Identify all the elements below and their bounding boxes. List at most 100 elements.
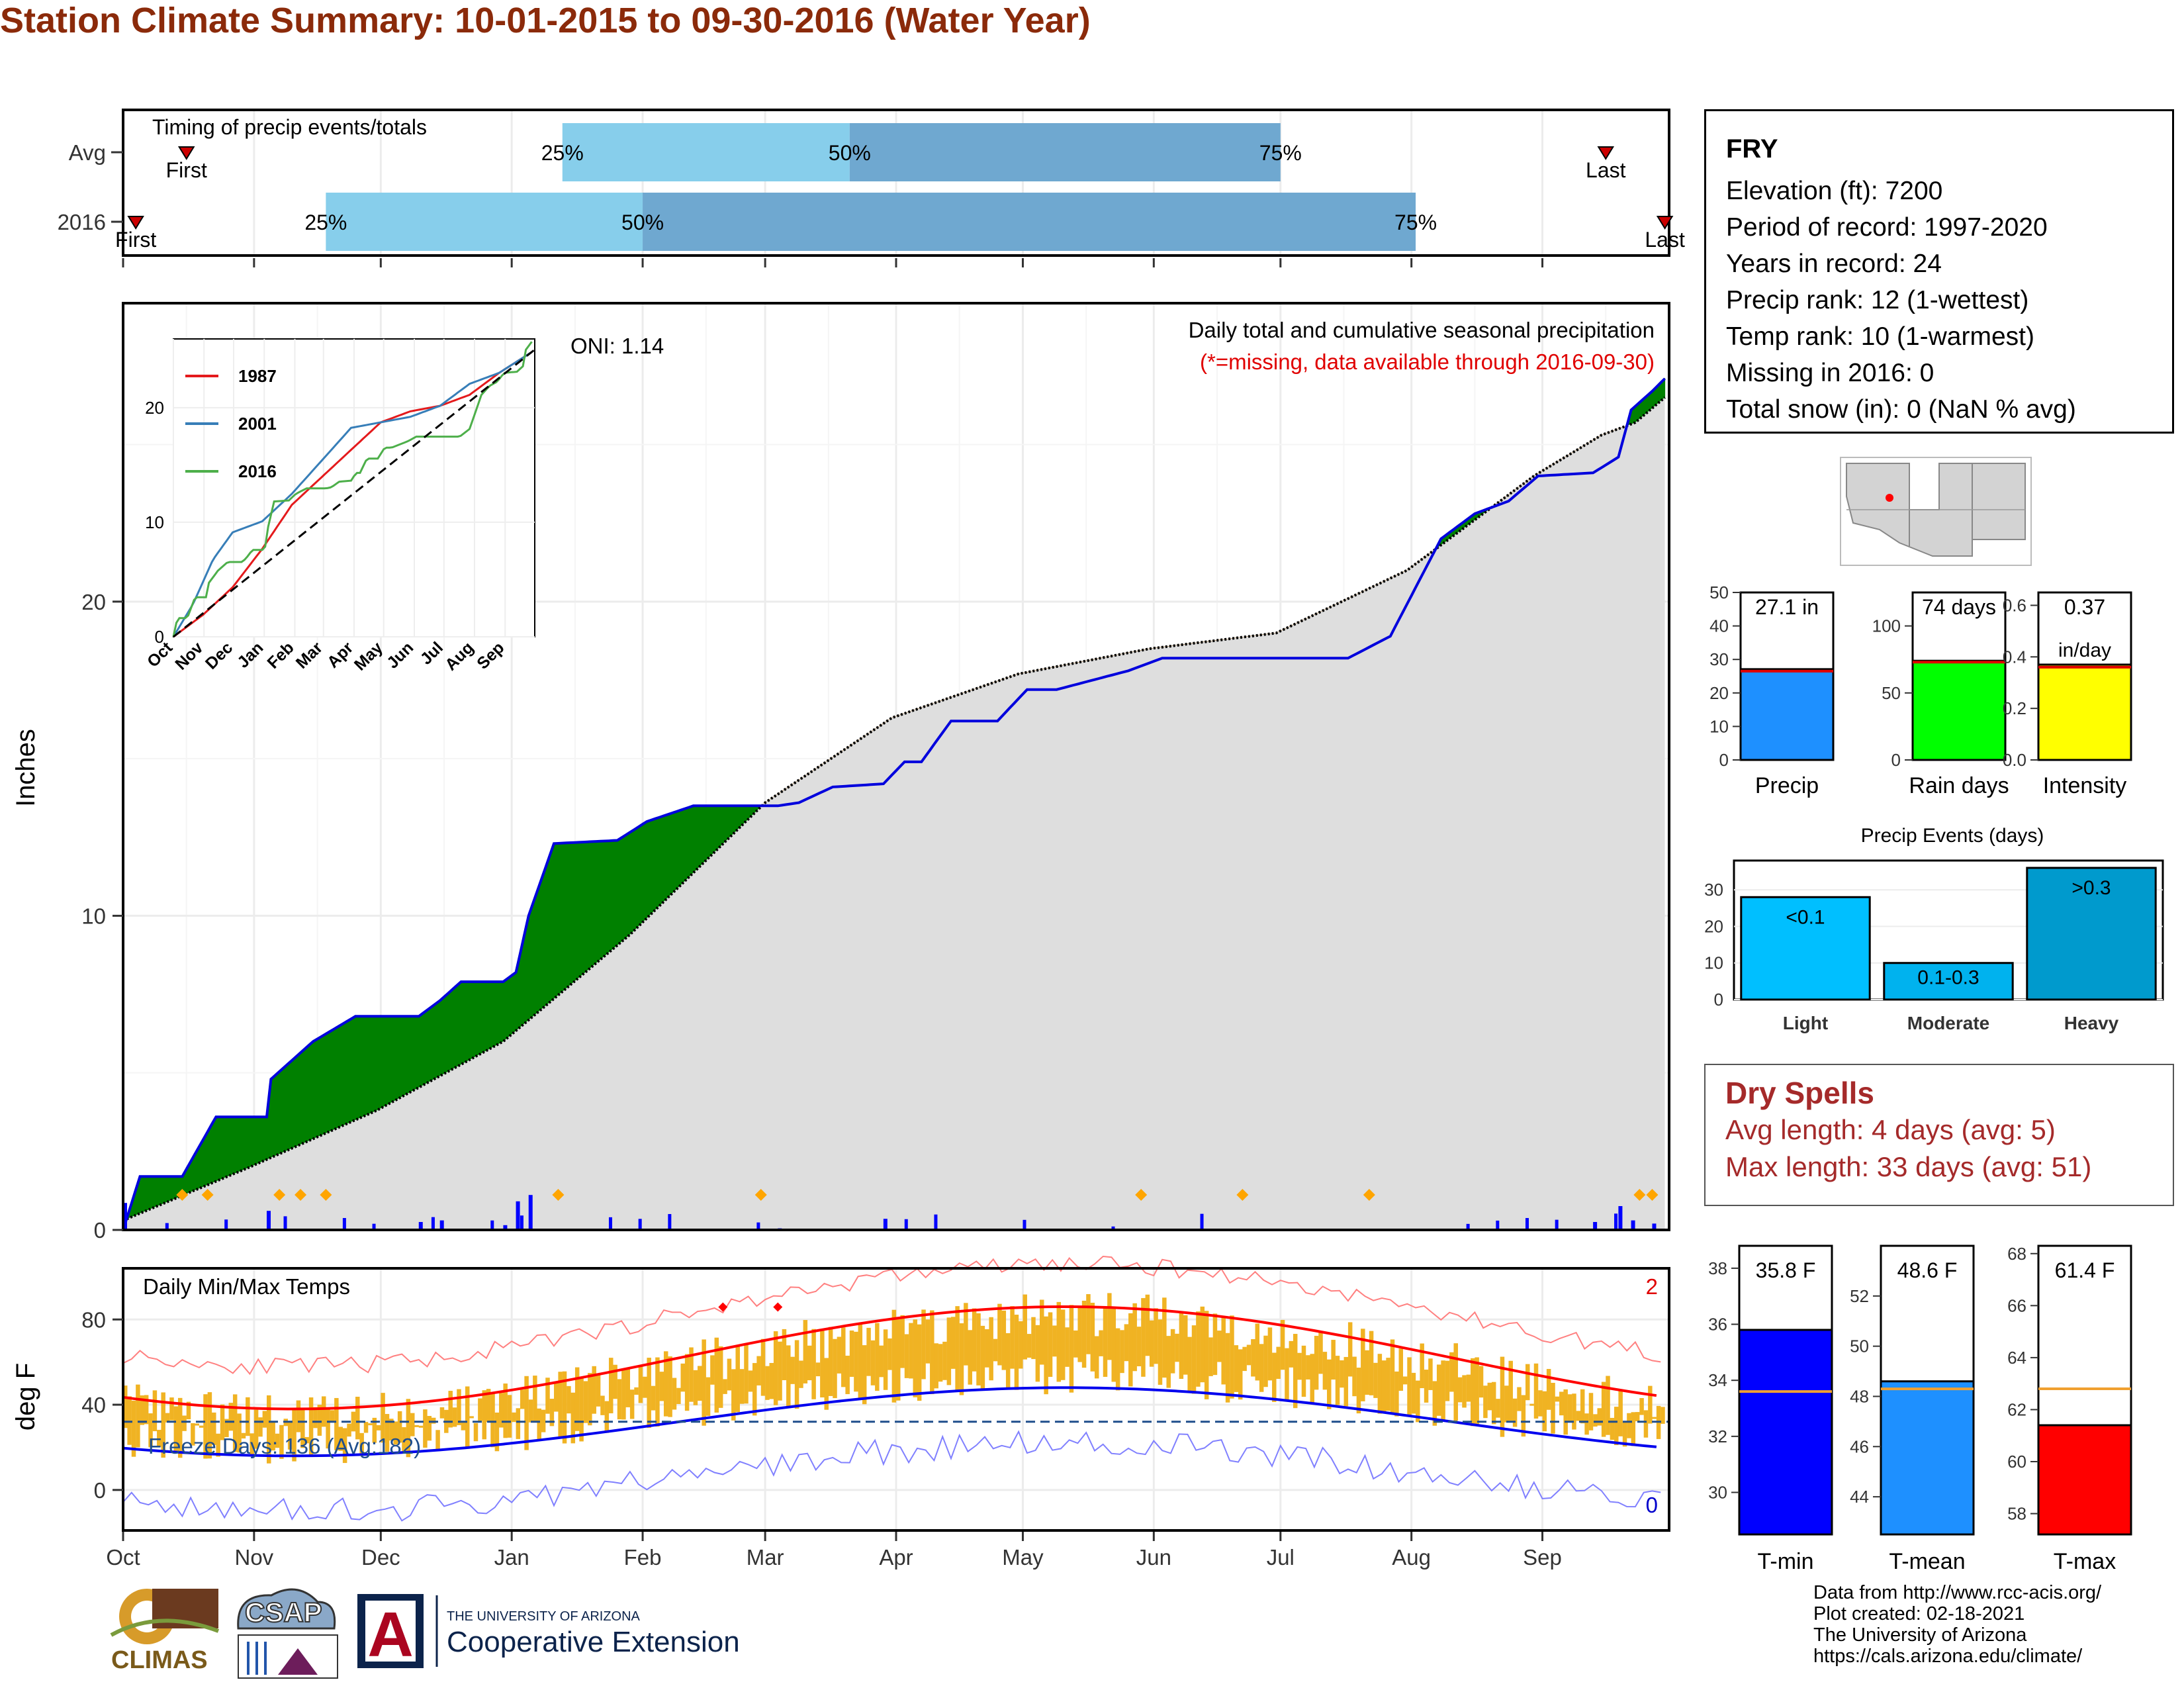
daily-temp-bar — [1517, 1387, 1522, 1411]
daily-temp-bar — [815, 1362, 821, 1377]
daily-temp-bar — [976, 1313, 981, 1385]
daily-temp-bar — [638, 1365, 643, 1403]
daily-temp-bar — [1627, 1413, 1631, 1438]
temp-bar-value-label: 61.4 F — [2055, 1258, 2115, 1282]
daily-temp-bar — [702, 1339, 706, 1426]
daily-temp-bar — [1154, 1308, 1158, 1364]
station-info-box: FRY Elevation (ft): 7200 Period of recor… — [1704, 109, 2174, 434]
inset-xtick-label: Oct — [144, 638, 177, 671]
daily-temp-bar — [246, 1397, 250, 1436]
daily-temp-bar — [625, 1369, 631, 1407]
daily-temp-bar — [744, 1344, 749, 1404]
daily-temp-bar — [1479, 1366, 1484, 1398]
daily-temp-bar — [727, 1358, 732, 1391]
precip-chart-title: Daily total and cumulative seasonal prec… — [1189, 318, 1655, 342]
daily-temp-bar — [1149, 1320, 1154, 1367]
daily-temp-bar — [1128, 1313, 1133, 1387]
daily-temp-bar — [1441, 1360, 1445, 1421]
daily-temp-bar — [790, 1356, 795, 1384]
month-tick-label: Apr — [879, 1545, 913, 1570]
daily-temp-bar — [828, 1327, 833, 1396]
daily-temp-bar — [1466, 1374, 1471, 1402]
dry-spells-box: Dry Spells Avg length: 4 days (avg: 5) M… — [1704, 1064, 2174, 1206]
precip-frame — [122, 302, 1670, 1231]
daily-temp-bar — [574, 1367, 580, 1431]
summary-ytick-label: 40 — [1709, 616, 1729, 636]
daily-temp-bar — [410, 1413, 415, 1436]
daily-temp-bar — [972, 1308, 977, 1372]
daily-temp-bar — [1023, 1294, 1027, 1360]
inset-xtick-label: Apr — [324, 638, 357, 671]
timing-marker — [1656, 216, 1674, 230]
daily-precip-bar — [904, 1219, 908, 1230]
daily-temp-bar — [782, 1329, 787, 1381]
event-bar-label: Heavy — [2064, 1013, 2119, 1033]
daily-temp-bar — [262, 1411, 267, 1428]
temp-bar-ytick-label: 62 — [2007, 1399, 2026, 1419]
daily-temp-bar — [1398, 1348, 1404, 1391]
daily-temp-bar — [1483, 1385, 1488, 1419]
heavy-event-marker — [552, 1189, 565, 1201]
daily-temp-bar — [917, 1324, 922, 1401]
daily-precip-bar — [342, 1218, 346, 1230]
daily-temp-bar — [1065, 1327, 1069, 1367]
daily-temp-bar — [516, 1408, 521, 1439]
daily-temp-bar — [1259, 1344, 1264, 1392]
daily-temp-bar — [930, 1310, 934, 1395]
daily-temp-bar — [368, 1423, 373, 1426]
daily-temp-bar — [1567, 1394, 1572, 1421]
daily-temp-bar — [203, 1394, 208, 1459]
month-tick-label: Mar — [747, 1545, 784, 1570]
daily-temp-bar — [267, 1395, 271, 1464]
daily-temp-bar — [1652, 1417, 1657, 1419]
daily-temp-bar — [1340, 1360, 1344, 1388]
daily-temp-bar — [1081, 1300, 1087, 1368]
daily-temp-bar — [1208, 1337, 1213, 1376]
event-bar-tag: 0.1-0.3 — [1917, 967, 1979, 989]
daily-temp-bar — [296, 1400, 301, 1432]
temp-summary-bar — [1880, 1380, 1975, 1536]
daily-temp-bar — [271, 1421, 275, 1451]
daily-temp-bar — [1318, 1332, 1323, 1374]
daily-temp-bar — [152, 1390, 158, 1432]
daily-temp-bar — [1035, 1325, 1040, 1382]
daily-temp-bar — [1010, 1306, 1015, 1369]
daily-temp-bar — [1390, 1339, 1395, 1413]
daily-precip-bar — [1555, 1219, 1559, 1230]
daily-temp-bar — [473, 1423, 478, 1442]
daily-precip-bar — [1525, 1218, 1529, 1230]
event-bar-label: Moderate — [1907, 1013, 1989, 1033]
daily-temp-bar — [554, 1382, 559, 1412]
daily-temp-bar — [431, 1417, 436, 1424]
event-bar-label: Light — [1783, 1013, 1828, 1033]
ua-small-text: THE UNIVERSITY OF ARIZONA — [447, 1609, 641, 1624]
daily-temp-bar — [1301, 1345, 1306, 1397]
daily-temp-bar — [1196, 1311, 1201, 1387]
daily-temp-bar — [629, 1389, 635, 1419]
daily-temp-bar — [1272, 1352, 1277, 1402]
temp-bar-ytick-label: 46 — [1850, 1436, 1869, 1456]
temp-bar-ytick-label: 58 — [2007, 1504, 2026, 1524]
daily-temp-bar — [1606, 1376, 1610, 1435]
dry-spells-max: Max length: 33 days (avg: 51) — [1725, 1151, 2092, 1182]
daily-temp-bar — [1386, 1358, 1390, 1411]
daily-temp-bar — [1551, 1382, 1555, 1434]
temp-bar-value-label: 35.8 F — [1756, 1258, 1816, 1282]
daily-temp-bar — [1445, 1360, 1450, 1401]
daily-temp-bar — [1136, 1327, 1142, 1367]
summary-ytick-label: 50 — [1709, 583, 1729, 602]
daily-temp-bar — [1546, 1369, 1551, 1410]
daily-temp-bar — [693, 1370, 698, 1405]
oni-label: ONI: 1.14 — [570, 334, 664, 358]
daily-temp-bar — [942, 1341, 947, 1380]
temp-bar-ytick-label: 36 — [1708, 1315, 1727, 1335]
daily-temp-bar — [376, 1425, 381, 1430]
daily-temp-bar — [148, 1413, 153, 1448]
summary-ytick-label: 0.6 — [2003, 595, 2026, 615]
daily-temp-bar — [1145, 1294, 1150, 1356]
daily-temp-bar — [1289, 1340, 1294, 1368]
daily-precip-bar — [503, 1225, 508, 1230]
daily-temp-bar — [955, 1306, 960, 1392]
summary-bar — [1911, 659, 2007, 761]
daily-temp-bar — [1428, 1358, 1433, 1390]
